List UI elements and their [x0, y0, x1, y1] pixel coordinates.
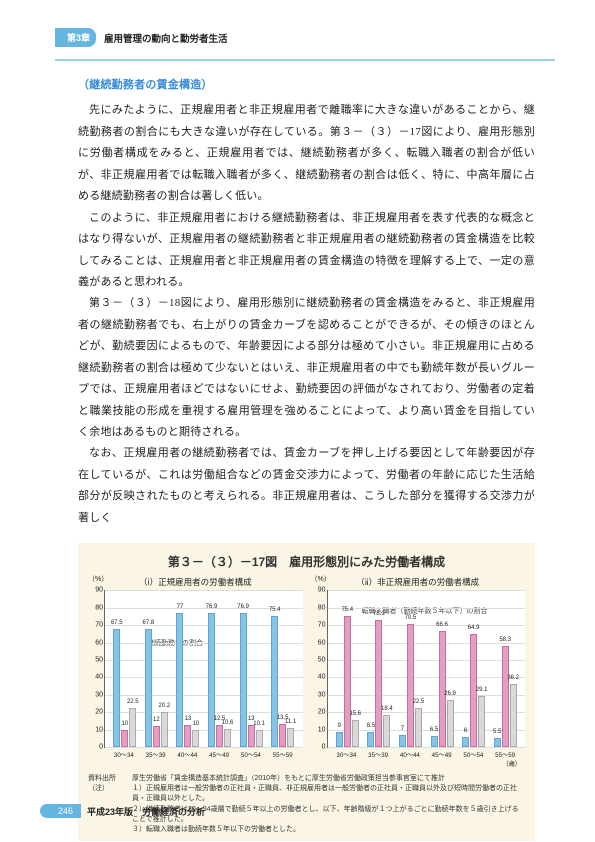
chapter-tab: 第3章: [55, 28, 96, 47]
chart-right: （ⅱ）非正規雇用者の労働者構成 （%） 転職入職者（勤続年数５年以下）の割合 0…: [311, 576, 526, 759]
chart-left: （ⅰ）正規雇用者の労働者構成 （%） 継続勤務者の割合 010203040506…: [88, 576, 303, 759]
chart-subtitle: （ⅰ）正規雇用者の労働者構成: [88, 576, 303, 588]
chapter-title: 雇用管理の動向と勤労者生活: [104, 31, 228, 45]
x-axis-labels: 30～3435～3940～4445～4950～5455～59: [104, 748, 303, 759]
chart-plot-area: 転職入職者（勤続年数５年以下）の割合 010203040506070809097…: [327, 590, 526, 748]
paragraph: 先にみたように、正規雇用者と非正規雇用者で離職率に大きな違いがあることから、継続…: [78, 100, 535, 207]
page-footer: 246 平成23年版 労働経済の分析: [40, 804, 205, 818]
paragraph: なお、正規雇用者の継続勤務者では、賃金カーブを押し上げる要因として年齢要因が存在…: [78, 443, 535, 529]
paragraph: このように、非正規雇用者における継続勤務者は、非正規雇用者を表す代表的な概念とは…: [78, 208, 535, 294]
y-axis-unit: （%）: [88, 574, 108, 584]
x-axis-suffix: （歳）: [104, 759, 525, 768]
source-text: 厚生労働省「賃金構造基本統計調査」（2010年）をもとに厚生労働省労働政策担当参…: [132, 774, 445, 784]
chart-plot-area: 継続勤務者の割合 010203040506070809067.51022.567…: [104, 590, 303, 748]
note-text: １）正規雇用者は一般労働者の正社員・正職員、非正規雇用者は一般労働者の正社員・正…: [132, 784, 525, 804]
note-text: ３）転職入職者は勤続年数５年以下の労働者とした。: [132, 825, 300, 835]
page-number: 246: [40, 804, 81, 818]
figure-title: 第３－（３）－17図 雇用形態別にみた労働者構成: [88, 553, 525, 570]
section-subhead: （継続勤務者の賃金構造）: [78, 75, 535, 96]
x-axis-labels: 30～3435～3940～4445～4950～5455～59: [327, 748, 526, 759]
body-text: （継続勤務者の賃金構造） 先にみたように、正規雇用者と非正規雇用者で離職率に大き…: [0, 61, 595, 529]
chart-subtitle: （ⅱ）非正規雇用者の労働者構成: [311, 576, 526, 588]
chapter-header: 第3章 雇用管理の動向と勤労者生活: [0, 0, 595, 55]
paragraph: 第３－（３）－18図により、雇用形態別に継続勤務者の賃金構造をみると、非正規雇用…: [78, 293, 535, 443]
note-head: （注）: [88, 784, 132, 804]
footer-text: 平成23年版 労働経済の分析: [87, 805, 205, 818]
source-head: 資料出所: [88, 774, 132, 784]
figure-3-3-17: 第３－（３）－17図 雇用形態別にみた労働者構成 （ⅰ）正規雇用者の労働者構成 …: [78, 543, 535, 841]
y-axis-unit: （%）: [311, 574, 331, 584]
